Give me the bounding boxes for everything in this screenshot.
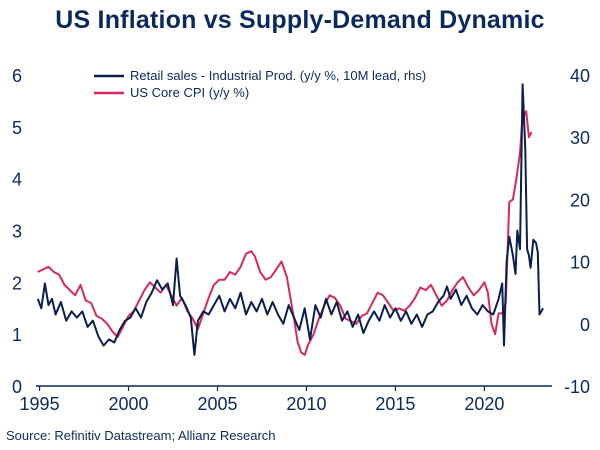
y-right-tick-label-40: 40	[570, 66, 590, 86]
x-tick-label-1995: 1995	[20, 394, 60, 414]
source-note: Source: Refinitiv Datastream; Allianz Re…	[6, 428, 276, 443]
y-right-tick-label-0: 0	[580, 315, 590, 335]
y-right-tick-label-30: 30	[570, 128, 590, 148]
legend-label-core-cpi: US Core CPI (y/y %)	[130, 85, 249, 100]
chart-title: US Inflation vs Supply-Demand Dynamic	[55, 6, 545, 34]
y-left-tick-label-3: 3	[12, 222, 22, 242]
y-left-tick-label-6: 6	[12, 66, 22, 86]
y-right-tick-label--10: -10	[564, 377, 590, 397]
y-left-tick-label-0: 0	[12, 377, 22, 397]
legend: Retail sales - Industrial Prod. (y/y %, …	[94, 68, 426, 100]
y-left-tick-label-1: 1	[12, 325, 22, 345]
x-tick-label-2005: 2005	[197, 394, 237, 414]
legend-label-retail-sales: Retail sales - Industrial Prod. (y/y %, …	[130, 68, 426, 83]
x-tick-label-2015: 2015	[375, 394, 415, 414]
y-left-tick-label-4: 4	[12, 170, 22, 190]
y-left-tick-label-5: 5	[12, 118, 22, 138]
x-tick-label-2020: 2020	[464, 394, 504, 414]
x-tick-label-2010: 2010	[286, 394, 326, 414]
y-left-tick-label-2: 2	[12, 273, 22, 293]
y-right-tick-label-10: 10	[570, 253, 590, 273]
series-line-retail-sales	[36, 83, 544, 356]
series-line-core-cpi	[37, 110, 533, 356]
y-right-tick-label-20: 20	[570, 190, 590, 210]
x-tick-label-2000: 2000	[109, 394, 149, 414]
